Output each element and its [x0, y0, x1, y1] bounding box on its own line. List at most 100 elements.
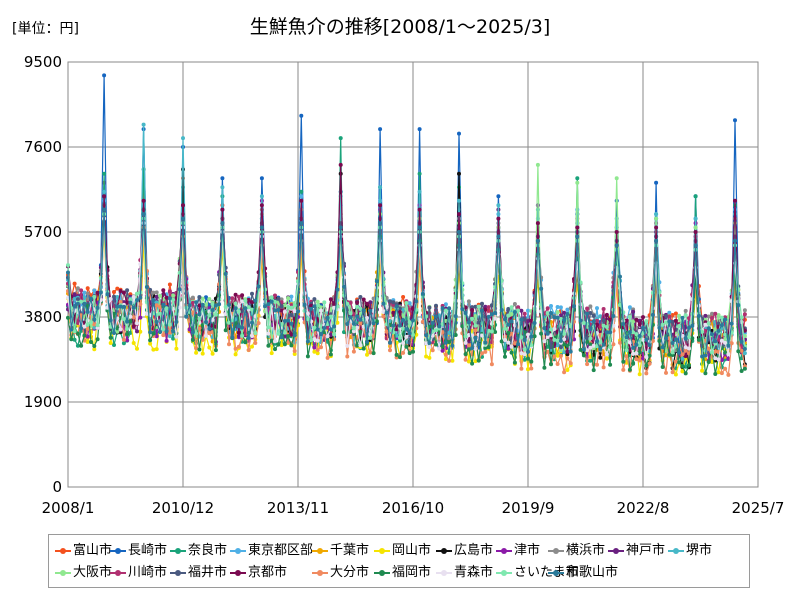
data-point: [585, 306, 590, 311]
data-point: [273, 293, 277, 298]
data-point: [75, 321, 80, 325]
data-point: [236, 309, 241, 314]
data-point: [627, 314, 632, 319]
data-point: [696, 314, 701, 318]
data-point: [634, 342, 639, 347]
data-point: [273, 347, 277, 352]
data-point: [325, 355, 330, 360]
legend-marker: [608, 546, 624, 556]
data-point: [526, 356, 530, 361]
data-point: [555, 353, 560, 358]
data-point: [558, 348, 563, 353]
data-point: [519, 317, 524, 322]
data-point: [453, 314, 458, 319]
data-point: [95, 337, 100, 342]
data-point: [631, 309, 636, 314]
data-point: [368, 308, 373, 313]
data-point: [411, 349, 415, 354]
data-point: [526, 367, 530, 372]
data-point: [220, 207, 225, 212]
data-point: [512, 360, 517, 365]
data-point: [742, 312, 747, 317]
data-point: [437, 346, 442, 351]
data-point: [85, 339, 90, 344]
data-point: [424, 354, 429, 359]
data-point: [289, 343, 294, 348]
data-point: [187, 327, 192, 332]
data-point: [240, 325, 245, 330]
data-point: [204, 302, 208, 307]
data-point: [568, 349, 573, 354]
data-point: [519, 308, 524, 313]
data-point: [549, 311, 553, 315]
data-point: [716, 328, 721, 333]
data-point: [204, 295, 208, 300]
data-point: [105, 292, 110, 297]
data-point: [282, 342, 287, 347]
data-point: [588, 336, 593, 341]
data-point: [345, 354, 350, 359]
data-point: [328, 297, 333, 302]
data-point: [368, 300, 373, 305]
legend-label: 広島市: [454, 543, 494, 558]
data-point: [144, 285, 149, 289]
data-point: [401, 318, 406, 323]
data-point: [466, 299, 471, 304]
data-point: [286, 296, 291, 301]
data-point: [394, 352, 399, 357]
data-point: [381, 314, 386, 319]
data-point: [256, 284, 261, 289]
data-point: [427, 340, 432, 345]
data-point: [509, 344, 514, 349]
data-point: [529, 366, 534, 371]
data-point: [315, 299, 320, 304]
data-point: [384, 310, 389, 315]
data-point: [473, 336, 478, 340]
data-point: [171, 329, 176, 334]
data-point: [358, 343, 363, 348]
data-point: [604, 325, 609, 329]
data-point: [246, 297, 251, 302]
data-point: [598, 347, 603, 352]
legend-label: 福井市: [188, 565, 228, 580]
data-point: [112, 343, 116, 347]
data-point: [417, 127, 422, 132]
data-point: [368, 335, 373, 340]
data-point: [338, 136, 343, 141]
data-point: [289, 313, 294, 317]
data-point: [299, 194, 304, 199]
data-point: [171, 293, 176, 298]
data-point: [601, 365, 606, 370]
data-point: [92, 344, 97, 348]
data-point: [700, 368, 705, 373]
data-point: [443, 340, 448, 345]
data-point: [273, 339, 277, 344]
data-point: [483, 340, 488, 345]
data-point: [673, 372, 678, 377]
data-point: [128, 300, 133, 305]
data-point: [529, 359, 534, 364]
data-point: [470, 361, 475, 366]
data-point: [299, 198, 304, 203]
data-point: [631, 345, 636, 350]
data-point: [604, 356, 609, 361]
data-point: [194, 300, 199, 305]
data-point: [545, 331, 550, 336]
data-point: [555, 343, 560, 348]
data-point: [664, 370, 668, 375]
data-point: [236, 344, 241, 349]
data-point: [371, 351, 376, 356]
data-point: [575, 180, 580, 185]
data-point: [634, 317, 639, 322]
data-point: [427, 355, 432, 360]
data-point: [555, 305, 560, 309]
data-point: [719, 323, 724, 328]
data-point: [115, 295, 120, 299]
data-point: [506, 313, 511, 318]
data-point: [486, 305, 491, 310]
data-point: [411, 318, 415, 323]
data-point: [637, 334, 642, 338]
data-point: [565, 356, 570, 361]
data-point: [378, 221, 383, 226]
legend-marker: [496, 546, 512, 556]
